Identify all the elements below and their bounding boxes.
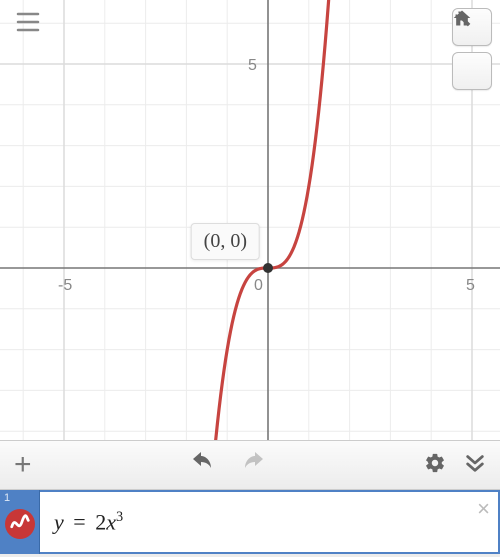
svg-text:5: 5 bbox=[466, 277, 475, 294]
expression-type-icon[interactable] bbox=[5, 509, 35, 539]
expression-settings-button[interactable] bbox=[424, 452, 446, 479]
add-expression-button[interactable]: + bbox=[14, 448, 32, 482]
undo-button[interactable] bbox=[188, 452, 216, 479]
graph-tool-buttons bbox=[452, 8, 492, 90]
svg-text:-5: -5 bbox=[58, 277, 72, 294]
redo-button bbox=[240, 452, 268, 479]
point-label: (0, 0) bbox=[204, 230, 247, 252]
expression-row[interactable]: 1 y = 2x3 × bbox=[0, 490, 500, 554]
expression-content: y = 2x3 bbox=[54, 509, 123, 535]
graph-area[interactable]: -5 0 5 5 (0, 0) bbox=[0, 0, 500, 440]
expression-input[interactable]: y = 2x3 × bbox=[40, 490, 500, 554]
point-tooltip: (0, 0) bbox=[191, 223, 260, 260]
delete-expression-button[interactable]: × bbox=[477, 496, 490, 522]
expression-index: 1 bbox=[4, 492, 10, 504]
collapse-expressions-button[interactable] bbox=[464, 452, 486, 479]
home-button[interactable] bbox=[452, 52, 492, 90]
expression-panel: 1 y = 2x3 × bbox=[0, 490, 500, 557]
svg-text:0: 0 bbox=[254, 277, 263, 294]
svg-text:5: 5 bbox=[248, 57, 257, 74]
expression-toolbar: + bbox=[0, 440, 500, 490]
graph-svg: -5 0 5 5 bbox=[0, 0, 500, 440]
expression-handle[interactable]: 1 bbox=[0, 490, 40, 554]
